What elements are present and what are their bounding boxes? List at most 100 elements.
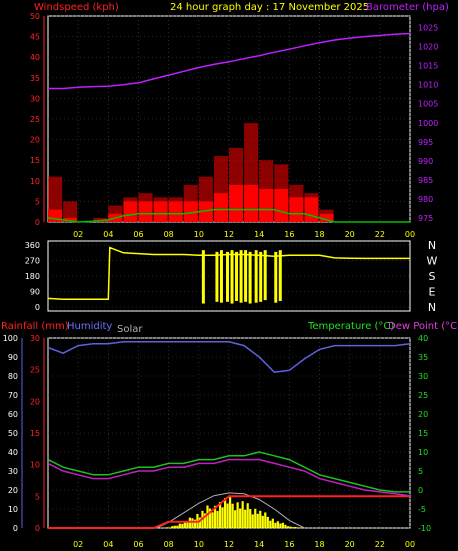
x-tick-label: 10 xyxy=(194,540,204,549)
windspeed-bar xyxy=(274,189,289,222)
x-tick-label: 18 xyxy=(314,230,324,239)
humidity-axis-title: Humidity xyxy=(67,321,112,332)
solar-bar xyxy=(171,526,174,528)
x-tick-label: 14 xyxy=(254,230,264,239)
windspeed-tick-label: 20 xyxy=(30,136,40,145)
solar-bar xyxy=(241,501,244,528)
x-tick-label: 04 xyxy=(103,540,113,549)
rainfall-line xyxy=(48,495,410,529)
solar-bar xyxy=(271,518,274,528)
compass-label: S xyxy=(429,270,436,283)
barometer-tick-label: 1005 xyxy=(418,100,438,109)
solar-bar xyxy=(168,527,171,528)
windspeed-tick-label: 30 xyxy=(30,94,40,103)
humidity-tick-label: 80 xyxy=(8,372,18,381)
x-tick-label: 00 xyxy=(405,540,415,549)
grid-lines xyxy=(48,15,411,529)
humidity-tick-label: 60 xyxy=(8,410,18,419)
solar-bar xyxy=(261,515,264,528)
humidity-tick-label: 20 xyxy=(8,486,18,495)
windspeed-tick-label: 0 xyxy=(35,218,40,227)
x-tick-label: 06 xyxy=(133,540,143,549)
humidity-tick-label: 10 xyxy=(8,505,18,514)
direction-tick-label: 360 xyxy=(25,241,40,250)
solar-bar xyxy=(251,514,254,528)
barometer-tick-label: 975 xyxy=(418,214,433,223)
windspeed-bar xyxy=(153,201,168,222)
solar-bar xyxy=(286,526,290,528)
wind-average-line xyxy=(47,208,410,223)
solar-bar xyxy=(294,526,297,528)
solar-bar xyxy=(206,505,209,528)
x-tick-label: 22 xyxy=(375,230,385,239)
solar-bar xyxy=(223,498,227,528)
x-tick-label: 20 xyxy=(345,230,355,239)
x-tick-label: 22 xyxy=(375,540,385,549)
dewpoint-line xyxy=(47,458,411,497)
temperature-tick-label: -10 xyxy=(418,524,431,533)
windspeed-tick-label: 10 xyxy=(30,177,40,186)
humidity-tick-label: 50 xyxy=(8,429,18,438)
barometer-tick-label: 1010 xyxy=(418,81,438,90)
solar-bar xyxy=(191,518,194,528)
rainfall-tick-label: 10 xyxy=(30,461,40,470)
temperature-tick-label: 30 xyxy=(418,372,428,381)
barometer-line xyxy=(48,32,411,90)
x-tick-label: 16 xyxy=(284,540,294,549)
windspeed-tick-label: 25 xyxy=(30,115,40,124)
windspeed-bar xyxy=(289,197,304,222)
solar-bar xyxy=(226,503,229,528)
temperature-tick-label: 0 xyxy=(418,486,423,495)
graph-title: 24 hour graph day : 17 November 2025 xyxy=(170,2,369,13)
windspeed-bar xyxy=(244,184,259,222)
x-tick-label: 06 xyxy=(133,230,143,239)
temperature-tick-label: 10 xyxy=(418,448,428,457)
compass-label: N xyxy=(428,301,436,314)
x-tick-label: 12 xyxy=(224,230,234,239)
temperature-axis-title: Temperature (°C) xyxy=(307,321,394,332)
windspeed-bar xyxy=(198,201,213,222)
solar-bar xyxy=(211,512,214,528)
solar-bar xyxy=(246,503,249,528)
windspeed-bar xyxy=(319,213,334,222)
windspeed-bar xyxy=(229,184,244,222)
solar-bar xyxy=(259,510,262,528)
x-tick-label: 20 xyxy=(345,540,355,549)
dewpoint-axis-title: Dew Point (°C) xyxy=(388,321,458,332)
temperature-tick-label: 20 xyxy=(418,410,428,419)
windspeed-axis-title: Windspeed (kph) xyxy=(34,2,119,13)
rainfall-tick-label: 15 xyxy=(30,429,40,438)
solar-bar xyxy=(173,525,176,528)
solar-bar xyxy=(276,521,279,528)
solar-bar xyxy=(183,521,186,528)
direction-tick-label: 90 xyxy=(30,288,40,297)
solar-bar xyxy=(254,508,257,528)
temperature-tick-label: 5 xyxy=(418,467,423,476)
solar-max-curve xyxy=(156,492,305,529)
direction-tick-label: 270 xyxy=(25,257,40,266)
x-tick-label: 08 xyxy=(164,230,174,239)
x-tick-label: 04 xyxy=(103,230,113,239)
rainfall-tick-label: 25 xyxy=(30,366,40,375)
solar-bar xyxy=(236,502,239,528)
solar-bar xyxy=(218,502,222,528)
direction-tick-label: 0 xyxy=(35,303,40,312)
solar-bar xyxy=(229,496,232,528)
solar-bar xyxy=(284,524,287,528)
solar-bar xyxy=(186,521,189,528)
solar-bar xyxy=(166,527,169,528)
solar-bar xyxy=(239,508,242,528)
windspeed-tick-label: 35 xyxy=(30,74,40,83)
solar-bar xyxy=(291,527,295,528)
humidity-tick-label: 90 xyxy=(8,353,18,362)
windspeed-bar xyxy=(259,189,274,222)
windspeed-tick-label: 5 xyxy=(35,197,40,206)
humidity-tick-label: 40 xyxy=(8,448,18,457)
x-tick-label: 14 xyxy=(254,540,264,549)
rainfall-tick-label: 30 xyxy=(30,334,40,343)
solar-bar xyxy=(269,520,272,528)
x-tick-label: 10 xyxy=(194,230,204,239)
temperature-tick-label: -5 xyxy=(418,505,426,514)
solar-bar xyxy=(181,523,184,528)
